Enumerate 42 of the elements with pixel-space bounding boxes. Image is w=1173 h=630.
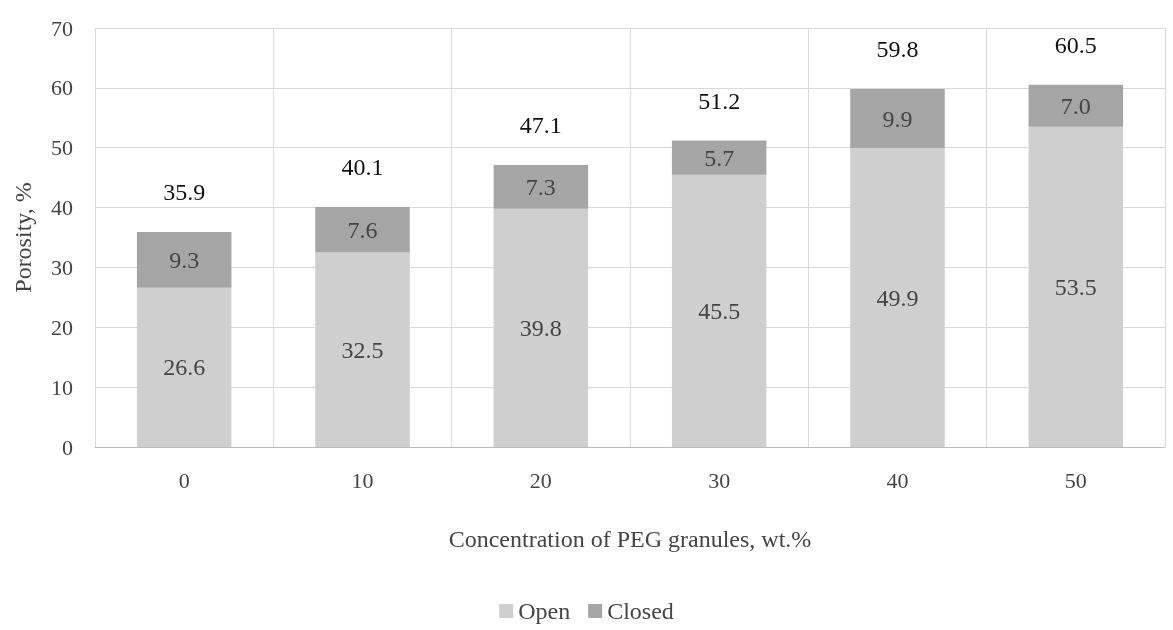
y-tick-label: 40 xyxy=(51,195,73,221)
data-label: 45.5 xyxy=(698,297,741,324)
data-label: 5.7 xyxy=(704,144,735,171)
x-tick-label: 50 xyxy=(1064,467,1087,493)
data-label: 7.3 xyxy=(525,173,556,200)
bar xyxy=(136,232,232,288)
y-axis-title: Porosity, % xyxy=(10,182,36,293)
x-tick-label: 40 xyxy=(886,467,909,493)
data-label: 9.3 xyxy=(169,246,200,273)
x-tick-label: 20 xyxy=(529,467,552,493)
data-label: 7.0 xyxy=(1060,92,1091,119)
bar xyxy=(850,89,945,149)
data-label: 39.8 xyxy=(519,314,562,341)
total-label: 40.1 xyxy=(341,153,384,180)
x-tick-label: 0 xyxy=(178,467,190,493)
total-label: 47.1 xyxy=(519,112,562,139)
y-tick-label: 70 xyxy=(51,15,73,41)
bar xyxy=(315,206,410,253)
bar xyxy=(493,165,589,209)
x-tick-label: 30 xyxy=(708,467,731,493)
legend-label: Closed xyxy=(607,598,674,624)
data-label: 26.6 xyxy=(163,354,206,381)
y-tick-label: 10 xyxy=(51,374,73,400)
total-label: 59.8 xyxy=(876,36,919,63)
bar xyxy=(671,140,767,175)
y-tick-label: 30 xyxy=(51,254,73,280)
data-label: 49.9 xyxy=(876,284,919,311)
x-axis-title: Concentration of PEG granules, wt.% xyxy=(448,526,812,552)
y-tick-label: 60 xyxy=(51,75,73,101)
data-label: 7.6 xyxy=(347,216,378,243)
x-tick-label: 10 xyxy=(351,467,374,493)
data-label: 53.5 xyxy=(1054,273,1097,300)
y-tick-label: 0 xyxy=(62,434,73,460)
legend-label: Open xyxy=(518,598,571,624)
y-tick-label: 50 xyxy=(51,135,73,161)
total-label: 51.2 xyxy=(698,87,741,114)
data-label: 32.5 xyxy=(341,336,384,363)
total-label: 60.5 xyxy=(1054,31,1097,58)
total-label: 35.9 xyxy=(163,179,206,206)
data-label: 9.9 xyxy=(882,105,913,132)
y-tick-label: 20 xyxy=(51,314,73,340)
bar xyxy=(1028,84,1124,127)
